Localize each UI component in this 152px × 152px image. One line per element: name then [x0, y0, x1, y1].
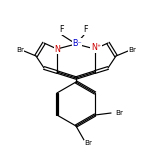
Text: N⁺: N⁺ — [91, 43, 101, 52]
Text: B⁻: B⁻ — [72, 38, 82, 47]
Text: Br: Br — [84, 140, 92, 146]
Text: Br: Br — [115, 110, 123, 116]
Text: N: N — [54, 45, 60, 54]
Text: F: F — [83, 26, 87, 35]
Text: F: F — [59, 26, 63, 35]
Text: Br: Br — [16, 47, 24, 53]
Text: Br: Br — [128, 47, 136, 53]
